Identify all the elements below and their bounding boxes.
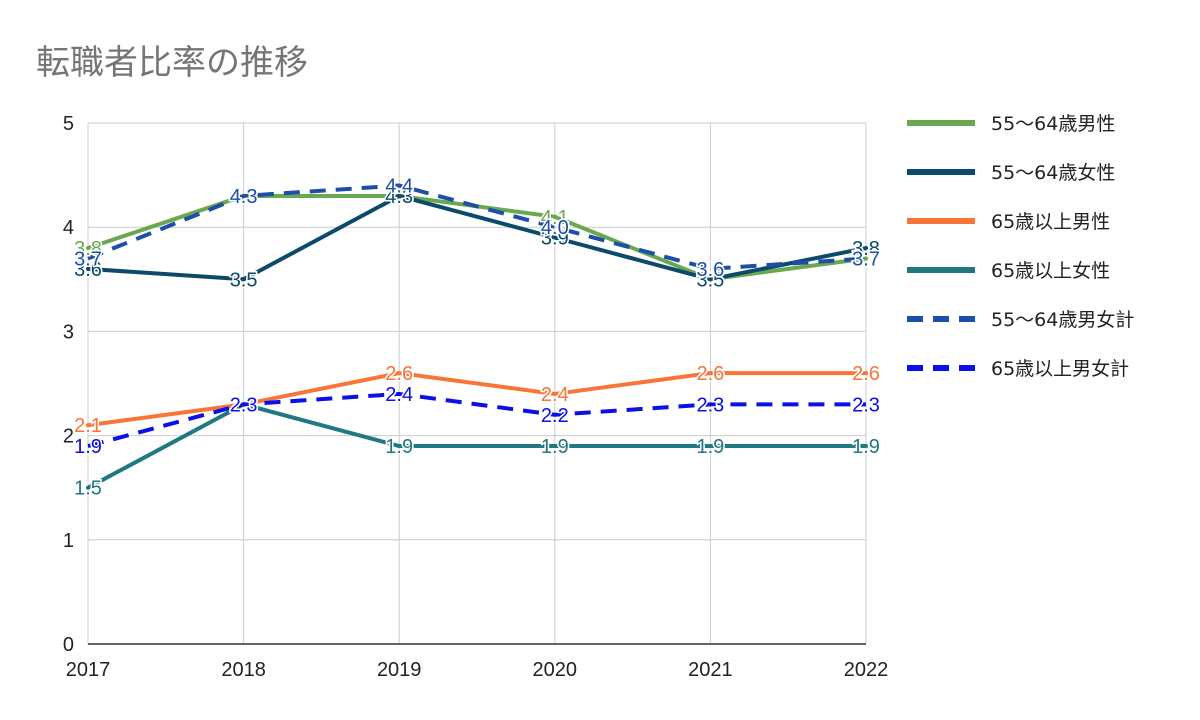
y-tick-label: 3	[63, 321, 74, 343]
legend-label: 65歳以上男性	[991, 211, 1110, 233]
data-label: 2.3	[852, 394, 880, 416]
x-tick-label: 2022	[844, 659, 889, 681]
series-layer	[86, 183, 868, 490]
data-label: 1.9	[852, 436, 880, 458]
y-tick-label: 5	[63, 113, 74, 135]
series-line	[86, 371, 868, 428]
data-label: 4.0	[541, 217, 569, 239]
series-line	[87, 391, 866, 448]
data-label: 1.9	[541, 436, 569, 458]
data-label: 2.3	[230, 394, 258, 416]
data-label: 1.5	[74, 478, 102, 500]
data-label: 4.3	[385, 186, 413, 208]
data-label: 4.3	[230, 186, 258, 208]
y-tick-label: 4	[63, 217, 74, 239]
data-label: 3.9	[541, 228, 569, 250]
data-label: 3.5	[230, 269, 258, 291]
series-line	[87, 183, 867, 271]
axis-layer: 0 1 2 3 4 5 2017 2018 2019 2020 2021 2022	[63, 113, 888, 681]
data-label: 4.3	[230, 186, 258, 208]
legend-label: 65歳以上男女計	[991, 358, 1129, 380]
data-label: 3.6	[74, 259, 102, 281]
legend: 55〜64歳男性 55〜64歳女性 65歳以上男性 65歳以上女性 55〜64歳男女計 6…	[907, 113, 1134, 380]
data-label: 1.9	[385, 436, 413, 458]
series-line	[86, 402, 868, 490]
data-label: 3.7	[74, 248, 102, 270]
y-tick-label: 0	[63, 634, 74, 656]
data-label: 3.7	[852, 248, 880, 270]
data-label: 4.4	[385, 176, 413, 198]
data-label: 2.6	[852, 363, 880, 385]
y-tick-label: 2	[63, 426, 74, 448]
data-label: 4.3	[385, 186, 413, 208]
data-label: 3.5	[696, 269, 724, 291]
data-label: 1.9	[696, 436, 724, 458]
x-tick-label: 2020	[533, 659, 578, 681]
data-label: 3.8	[74, 238, 102, 260]
data-label: 2.6	[385, 363, 413, 385]
data-label: 3.5	[696, 269, 724, 291]
legend-label: 55〜64歳男女計	[991, 309, 1134, 331]
data-label: 2.4	[541, 384, 569, 406]
legend-label: 55〜64歳女性	[991, 162, 1115, 184]
data-label: 3.7	[852, 248, 880, 270]
data-label: 2.3	[230, 394, 258, 416]
data-label: 2.2	[541, 405, 569, 427]
x-tick-label: 2019	[377, 659, 422, 681]
chart-title: 転職者比率の推移	[36, 43, 308, 83]
data-label: 1.9	[74, 436, 102, 458]
legend-label: 65歳以上女性	[991, 260, 1110, 282]
data-label: 3.6	[696, 259, 724, 281]
data-label: 3.8	[852, 238, 880, 260]
legend-label: 55〜64歳男性	[991, 113, 1115, 135]
data-labels-layer: 3.84.3 4.34.13.53.73.6 3.54.33.93.53.82.12…	[73, 174, 882, 501]
x-tick-label: 2018	[221, 659, 266, 681]
data-label: 2.4	[385, 384, 413, 406]
grid-layer	[87, 122, 867, 644]
x-tick-label: 2017	[66, 659, 111, 681]
data-label: 2.1	[74, 415, 102, 437]
data-label: 2.6	[696, 363, 724, 385]
x-tick-label: 2021	[688, 659, 733, 681]
data-label: 2.3	[230, 394, 258, 416]
data-label: 2.3	[696, 394, 724, 416]
series-line	[86, 193, 868, 282]
data-label: 4.1	[541, 207, 569, 229]
y-tick-label: 1	[63, 530, 74, 552]
